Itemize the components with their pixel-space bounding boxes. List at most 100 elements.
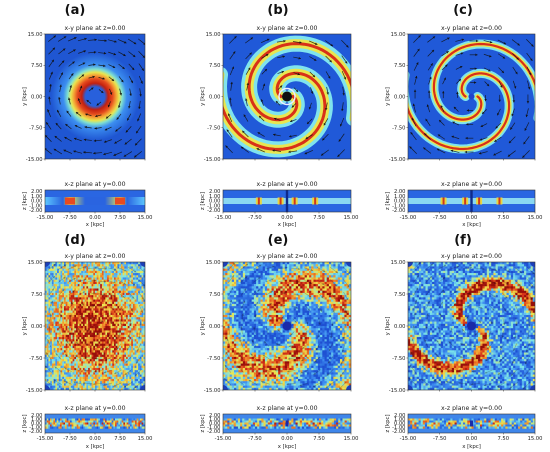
xz-density-cell: [110, 426, 112, 429]
density-cell: [143, 363, 145, 367]
density-cell: [129, 314, 132, 318]
vector-arrowhead: [51, 288, 54, 292]
density-cell: [110, 352, 113, 355]
density-cell: [58, 365, 61, 369]
z-tick-label: 2.00: [394, 189, 406, 195]
density-cell: [79, 334, 82, 338]
density-cell: [91, 385, 94, 389]
vector-arrowhead: [64, 367, 67, 370]
density-cell: [131, 295, 134, 298]
density-cell: [96, 281, 99, 285]
vector-arrowhead: [113, 281, 117, 284]
xz-density-cell: [61, 424, 64, 427]
density-cell: [115, 273, 118, 276]
density-cell: [60, 281, 63, 285]
density-cell: [98, 363, 101, 367]
density-cell: [101, 295, 104, 298]
density-cell: [58, 361, 61, 364]
density-cell: [223, 284, 226, 287]
density-cell: [225, 383, 228, 386]
density-cell: [45, 266, 48, 269]
density-cell: [62, 359, 65, 362]
density-cell: [60, 356, 63, 360]
xz-density-cell: [53, 420, 56, 423]
density-cell: [96, 326, 99, 329]
density-cell: [131, 376, 134, 380]
density-cell: [45, 312, 48, 316]
vector-arrowhead: [446, 51, 449, 54]
density-cell: [231, 343, 235, 347]
density-cell: [124, 317, 127, 320]
density-cell: [112, 306, 115, 309]
density-cell: [108, 277, 111, 280]
density-cell: [136, 266, 139, 269]
density-cell: [82, 266, 85, 269]
vector-arrowhead: [414, 75, 418, 79]
density-cell: [110, 288, 113, 291]
density-cell: [227, 292, 230, 296]
density-cell: [46, 284, 49, 287]
density-cell: [101, 332, 104, 336]
xz-density-cell: [118, 426, 121, 429]
xz-density-cell: [50, 422, 52, 425]
density-cell: [79, 328, 82, 331]
density-cell: [124, 312, 127, 316]
density-cell: [69, 341, 72, 344]
density-cell: [53, 306, 56, 309]
vector-arrow: [138, 292, 145, 300]
density-cell: [58, 301, 61, 305]
density-cell: [86, 350, 89, 353]
density-cell: [58, 345, 61, 349]
density-cell: [112, 352, 115, 355]
density-cell: [63, 365, 66, 369]
density-cell: [138, 290, 141, 294]
density-cell: [100, 370, 103, 373]
density-cell: [107, 376, 110, 380]
density-cell: [51, 264, 54, 267]
vector-arrowhead: [113, 153, 117, 156]
xz-density-cell: [98, 418, 101, 421]
vector-arrowhead: [124, 142, 128, 145]
density-cell: [81, 290, 84, 294]
density-cell: [223, 321, 226, 325]
density-cell: [84, 275, 87, 278]
density-cell: [79, 262, 82, 265]
density-cell: [81, 356, 84, 360]
vector-arrowhead: [416, 62, 419, 65]
density-cell: [227, 310, 230, 314]
density-cell: [67, 385, 70, 389]
density-cell: [70, 295, 73, 298]
density-cell: [88, 378, 91, 382]
density-cell: [65, 341, 68, 344]
xz-density-cell: [108, 420, 111, 423]
density-cell: [51, 383, 54, 386]
density-cell: [72, 372, 75, 375]
density-cell: [120, 290, 123, 294]
xz-map: [45, 190, 145, 212]
density-cell: [96, 297, 99, 300]
density-cell: [113, 301, 116, 305]
vector-arrowhead: [423, 147, 426, 150]
vector-arrowhead: [116, 117, 120, 120]
density-cell: [107, 317, 110, 320]
density-cell: [132, 381, 135, 384]
density-cell: [120, 297, 123, 300]
density-cell: [108, 303, 111, 307]
density-cell: [108, 356, 111, 360]
xz-density-cell: [51, 420, 54, 423]
density-cell: [227, 303, 230, 307]
density-cell: [107, 299, 110, 303]
vector-arrowhead: [503, 42, 507, 45]
density-cell: [55, 286, 58, 289]
density-cell: [76, 374, 79, 378]
density-cell: [79, 264, 82, 267]
density-cell: [108, 292, 111, 296]
density-cell: [223, 319, 226, 322]
density-cell: [112, 312, 115, 316]
density-cell: [132, 330, 135, 333]
density-cell: [227, 266, 230, 269]
density-cell: [143, 288, 145, 291]
vector-arrowhead: [231, 66, 235, 70]
density-cell: [225, 321, 228, 325]
z-tick-label: -1.00: [392, 203, 405, 209]
